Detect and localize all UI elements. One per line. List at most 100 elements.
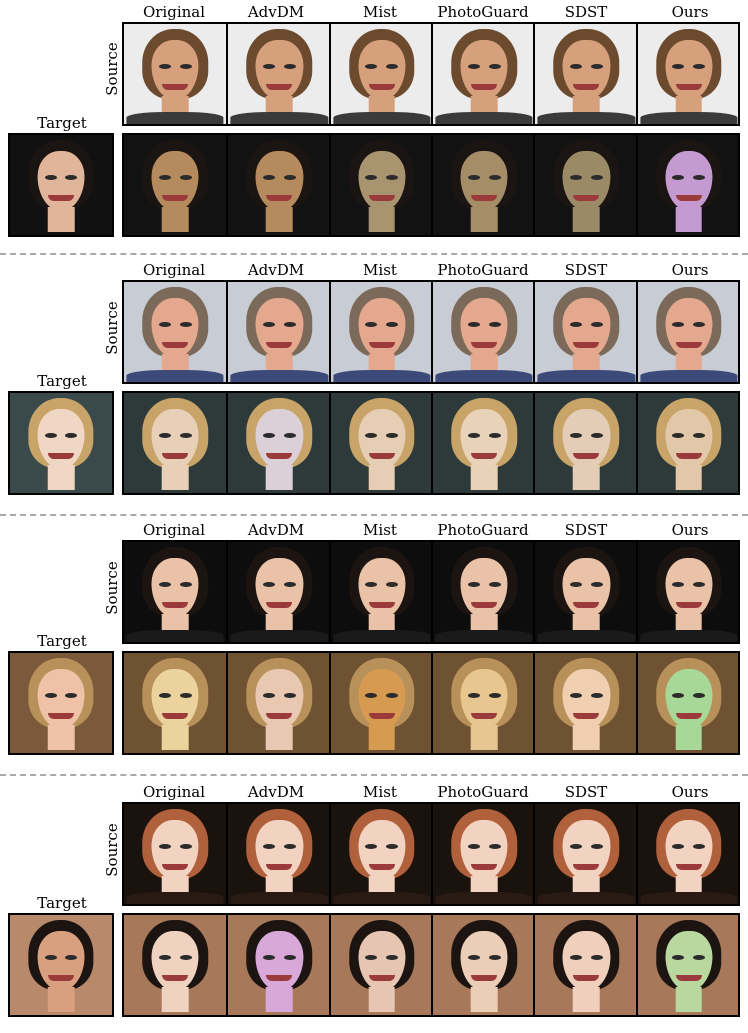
swap-left-eye: [672, 433, 685, 438]
panel-separator: [0, 774, 748, 776]
source-left-eye: [570, 322, 583, 327]
swap-left-eye: [467, 955, 480, 960]
swap-mouth: [162, 453, 189, 460]
source-shoulders: [230, 630, 329, 642]
swap-right-eye: [283, 175, 296, 180]
source-image-original: [124, 282, 227, 382]
source-shoulders: [640, 892, 738, 904]
target-image: [8, 133, 114, 237]
source-mouth: [471, 84, 498, 91]
target-mouth: [48, 453, 74, 460]
swap-neck: [675, 207, 703, 232]
swap-neck: [470, 465, 498, 490]
swap-mouth: [573, 195, 600, 202]
source-shoulders: [435, 370, 533, 382]
source-right-eye: [488, 64, 501, 69]
swap-neck: [368, 987, 396, 1012]
source-shoulders: [126, 630, 224, 642]
swap-mouth: [573, 975, 600, 982]
swap-neck: [266, 207, 293, 232]
swap-left-eye: [365, 955, 378, 960]
swap-right-eye: [179, 955, 192, 960]
source-right-eye: [283, 322, 296, 327]
target-left-eye: [44, 693, 57, 698]
column-header: SDST: [564, 3, 608, 21]
swap-left-eye: [570, 693, 583, 698]
swap-left-eye: [467, 433, 480, 438]
source-mouth: [162, 864, 189, 871]
target-neck: [47, 987, 75, 1012]
source-image-mist: [328, 24, 433, 124]
swap-mouth: [368, 713, 395, 720]
swap-mouth: [266, 453, 293, 460]
source-shoulders: [126, 112, 224, 124]
source-shoulders: [333, 892, 431, 904]
source-image-photoguard: [431, 804, 536, 904]
swap-left-eye: [672, 175, 685, 180]
swap-left-eye: [365, 175, 378, 180]
swap-image-ours: [635, 135, 738, 235]
swap-image-ours: [635, 653, 738, 753]
source-right-eye: [283, 844, 296, 849]
swap-left-eye: [158, 175, 171, 180]
source-label: Source: [103, 42, 121, 96]
source-strip: [122, 280, 740, 384]
source-left-eye: [158, 322, 171, 327]
swap-mouth: [162, 713, 189, 720]
source-mouth: [573, 864, 600, 871]
swap-mouth: [675, 195, 702, 202]
source-right-eye: [283, 64, 296, 69]
swap-left-eye: [570, 175, 583, 180]
swap-image-mist: [328, 135, 433, 235]
source-shoulders: [640, 630, 738, 642]
target-image: [8, 651, 114, 755]
source-right-eye: [386, 64, 399, 69]
swap-right-eye: [386, 693, 399, 698]
swap-mouth: [368, 975, 395, 982]
swap-image-ours: [635, 915, 738, 1015]
swap-neck: [161, 207, 189, 232]
swap-image-mist: [328, 653, 433, 753]
swap-left-eye: [158, 693, 171, 698]
source-right-eye: [590, 582, 603, 587]
source-image-photoguard: [431, 542, 536, 642]
source-right-eye: [386, 322, 399, 327]
target-image: [8, 913, 114, 1017]
source-mouth: [368, 864, 395, 871]
source-mouth: [471, 864, 498, 871]
swap-neck: [573, 465, 600, 490]
source-left-eye: [570, 582, 583, 587]
swap-mouth: [266, 713, 293, 720]
source-shoulders: [435, 892, 533, 904]
source-right-eye: [179, 844, 192, 849]
column-header: SDST: [564, 783, 608, 801]
column-header: AdvDM: [247, 783, 305, 801]
swap-left-eye: [672, 693, 685, 698]
column-header: Ours: [671, 3, 709, 21]
source-mouth: [675, 84, 702, 91]
source-right-eye: [488, 844, 501, 849]
source-image-sdst: [533, 804, 638, 904]
swap-neck: [573, 725, 600, 750]
swap-mouth: [675, 975, 702, 982]
column-header: Mist: [363, 3, 397, 21]
source-image-photoguard: [431, 282, 536, 382]
target-left-eye: [44, 955, 57, 960]
source-right-eye: [488, 582, 501, 587]
target-mouth: [48, 713, 74, 720]
swap-left-eye: [467, 693, 480, 698]
panel-1: Original AdvDM Mist PhotoGuard SDST Ours Sourc…: [0, 0, 748, 240]
source-right-eye: [386, 582, 399, 587]
column-header: Mist: [363, 261, 397, 279]
column-header: Original: [142, 783, 206, 801]
target-right-eye: [65, 433, 78, 438]
swap-right-eye: [693, 433, 706, 438]
swap-image-advdm: [226, 653, 331, 753]
source-image-sdst: [533, 542, 638, 642]
swap-image-original: [124, 393, 227, 493]
column-header: AdvDM: [247, 521, 305, 539]
source-image-photoguard: [431, 24, 536, 124]
swap-image-advdm: [226, 135, 331, 235]
swap-left-eye: [570, 433, 583, 438]
column-header: PhotoGuard: [437, 3, 529, 21]
